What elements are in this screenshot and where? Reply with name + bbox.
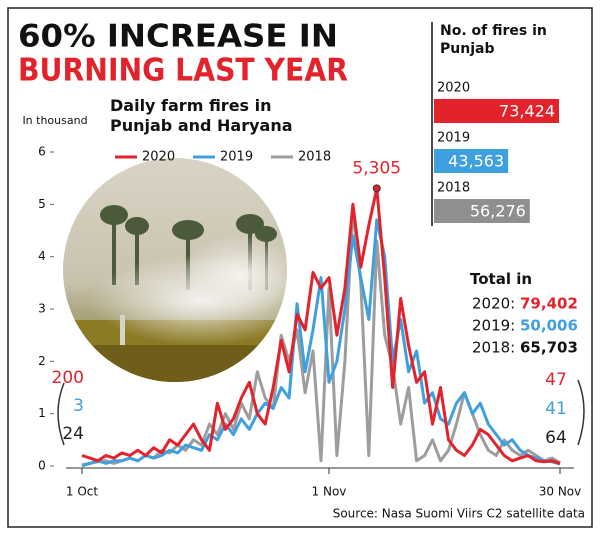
totals-year: 2020: [472,295,515,313]
totals-title: Total in [470,270,533,288]
value-label: 200 [52,368,84,388]
series-line [81,218,561,468]
y-tick-label: 4 [38,249,46,263]
value-label: 24 [62,424,84,444]
series-line [81,186,561,465]
totals-value: 50,006 [520,317,578,335]
bar-value-label: 73,424 [499,102,555,121]
totals-year: 2019: [472,317,515,335]
y-tick-label: 1 [38,406,46,420]
totals-year: 2018: [472,339,515,357]
frame [7,7,593,528]
bar [434,99,559,123]
totals-value: 65,703 [520,339,578,357]
y-tick-label: 0 [38,459,46,473]
value-label: 64 [545,428,567,448]
bar-value-label: 43,563 [448,152,504,171]
peak-marker [372,184,381,193]
bar-value-label: 56,276 [470,202,526,221]
bar-category: 2019 [437,131,470,146]
bracket [577,379,585,446]
y-axis-label: In thousand [22,114,88,127]
legend-label: 2018 [298,150,331,165]
line-chart-title: Daily farm fires in Punjab and Haryana [110,96,293,135]
bar-chart-title: No. of fires in Punjab [440,23,547,57]
value-label: 5,305 [352,158,401,178]
headline: BURNING LAST YEAR [18,53,348,89]
value-label: 41 [545,399,567,419]
legend-label: 2020 [142,150,175,165]
y-tick-label: 5 [38,197,46,211]
value-label: 3 [73,396,84,416]
x-tick-label: 1 Nov [312,485,347,499]
bar [434,199,530,223]
bar-category: 2018 [437,181,470,196]
value-label: 47 [545,370,567,390]
y-tick-label: 3 [38,302,46,316]
legend-label: 2019 [220,150,253,165]
x-tick-label: 1 Oct [66,485,98,499]
y-tick-label: 2 [38,354,46,368]
photo [63,158,287,382]
bar-category: 2020 [437,81,470,96]
y-tick-label: 6 [38,145,46,159]
bar [434,149,509,173]
x-tick-label: 30 Nov [539,485,582,499]
headline: 60% INCREASE IN [18,19,338,55]
source: Source: Nasa Suomi Viirs C2 satellite da… [333,507,585,521]
totals-value: 79,402 [520,295,578,313]
bracket [57,382,65,446]
